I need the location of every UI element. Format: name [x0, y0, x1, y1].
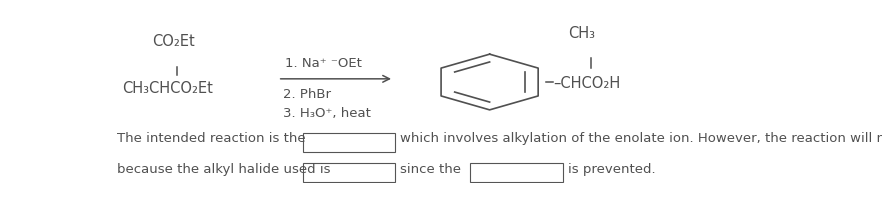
Text: which involves alkylation of the enolate ion. However, the reaction will not occ: which involves alkylation of the enolate… [400, 132, 882, 145]
Text: because the alkyl halide used is: because the alkyl halide used is [117, 162, 331, 175]
Text: CH₃: CH₃ [568, 26, 595, 41]
Text: CO₂Et: CO₂Et [153, 34, 195, 49]
Text: since the: since the [400, 162, 461, 175]
FancyBboxPatch shape [303, 163, 395, 182]
Text: is prevented.: is prevented. [567, 162, 655, 175]
Text: –CHCO₂H: –CHCO₂H [553, 75, 620, 90]
Text: 2. PhBr: 2. PhBr [282, 87, 331, 100]
FancyBboxPatch shape [470, 163, 563, 182]
Text: CH₃CHCO₂Et: CH₃CHCO₂Et [123, 81, 213, 96]
Text: The intended reaction is the: The intended reaction is the [117, 132, 306, 145]
Text: 3. H₃O⁺, heat: 3. H₃O⁺, heat [282, 106, 370, 119]
Text: 1. Na⁺ ⁻OEt: 1. Na⁺ ⁻OEt [285, 57, 362, 70]
FancyBboxPatch shape [303, 133, 395, 152]
